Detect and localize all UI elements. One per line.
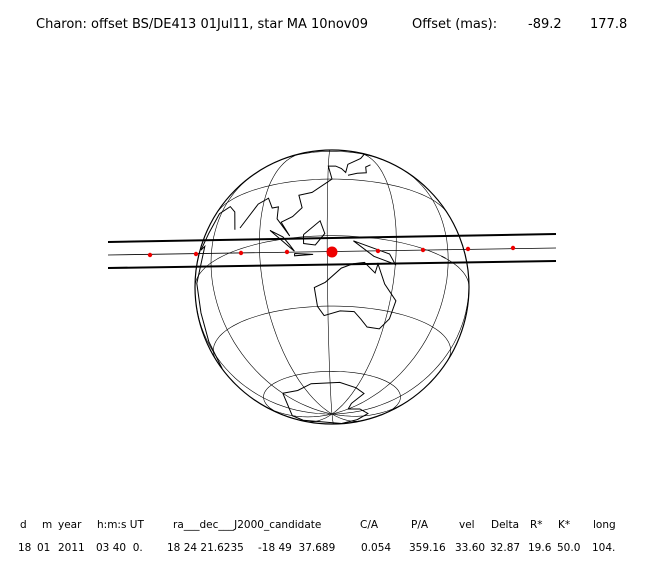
map-line — [303, 219, 326, 246]
map-line — [195, 302, 333, 415]
column-header: vel — [459, 519, 475, 531]
table-cell: 33.60 — [455, 542, 485, 554]
table-cell: -18 49 37.689 — [258, 542, 335, 554]
table-cell: 18 — [18, 542, 31, 554]
table-cell: 50.0 — [557, 542, 580, 554]
map-line — [282, 381, 369, 425]
map-line — [263, 405, 333, 418]
map-line — [196, 244, 223, 369]
map-line — [331, 152, 397, 415]
map-line — [259, 153, 333, 415]
table-cell: 18 24 21.6235 — [167, 542, 244, 554]
map-line — [331, 278, 470, 415]
column-header: m — [42, 519, 52, 531]
table-cell: 104. — [592, 542, 615, 554]
table-cell: 2011 — [58, 542, 85, 554]
column-header: h:m:s UT — [97, 519, 144, 531]
column-header: long — [593, 519, 616, 531]
map-line — [331, 413, 362, 422]
map-line — [331, 170, 449, 415]
column-header: Delta — [491, 519, 519, 531]
offset-label: Offset (mas): — [412, 17, 497, 32]
column-header: d — [20, 519, 27, 531]
shadow-track — [107, 233, 557, 269]
map-line — [239, 153, 372, 237]
map-line — [269, 229, 295, 252]
globe — [194, 149, 470, 425]
map-line — [213, 305, 451, 361]
column-header: K* — [558, 519, 570, 531]
map-line — [313, 261, 397, 330]
map-line — [305, 413, 333, 423]
table-cell: 19.6 — [528, 542, 552, 554]
column-header: ra___dec___J2000_candidate — [173, 519, 321, 531]
table-cell: 359.16 — [409, 542, 446, 554]
map-line — [347, 164, 371, 176]
circumstances-table: d m year h:m:s UT ra___dec___J2000_candidate… — [18, 519, 616, 554]
map-line — [331, 413, 334, 425]
map-line — [200, 205, 236, 251]
table-cell: 0.054 — [361, 542, 391, 554]
map-line — [294, 253, 314, 257]
map-line — [331, 400, 409, 417]
table-cell: 03 40 0. — [96, 542, 143, 554]
title: Charon: offset BS/DE413 01Jul11, star MA… — [36, 17, 368, 32]
map-line — [217, 178, 448, 213]
table-cell: 01 — [37, 542, 50, 554]
column-header: R* — [530, 519, 543, 531]
table-cell: 32.87 — [490, 542, 520, 554]
column-header: year — [58, 519, 82, 531]
column-header: P/A — [411, 519, 429, 531]
offset-value: 177.8 — [590, 17, 627, 32]
column-header: C/A — [360, 519, 379, 531]
map-line — [441, 255, 446, 259]
map-line — [194, 235, 470, 287]
offset-value: -89.2 — [528, 17, 562, 32]
